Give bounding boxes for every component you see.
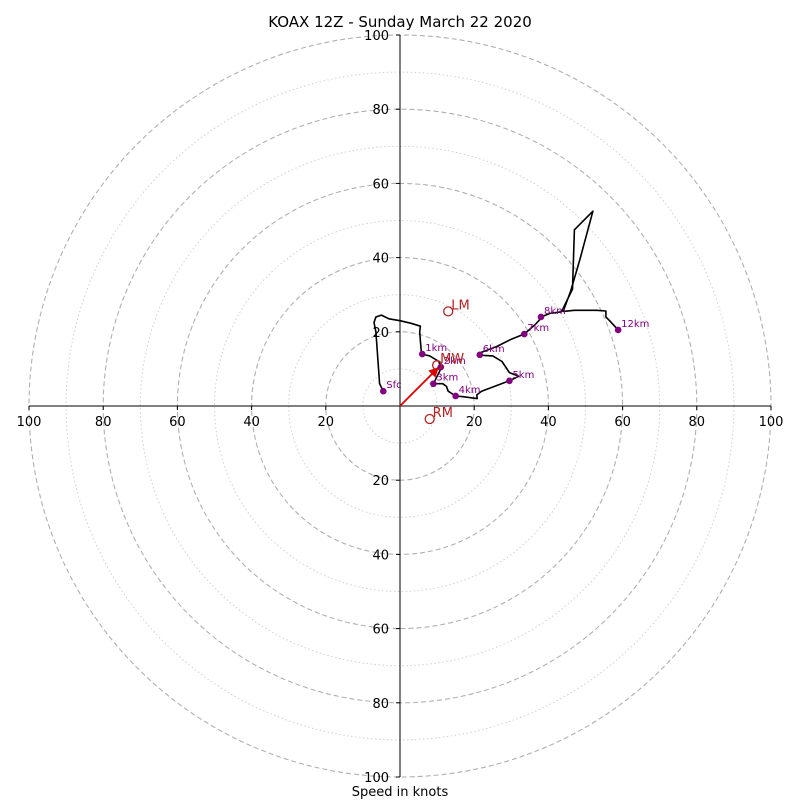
x-axis-label: Speed in knots	[352, 785, 449, 800]
y-tick-label: 60	[372, 177, 389, 192]
tick-labels: 100 80 60 40 20 20 40 60 80 100100806040202040608…	[17, 29, 784, 786]
height-label: 4km	[459, 385, 481, 396]
y-tick-label: 40	[372, 548, 389, 563]
motion-marker	[431, 360, 443, 371]
height-point	[537, 313, 545, 321]
y-tick-label: 100	[364, 29, 389, 44]
y-tick-label: 80	[372, 103, 389, 118]
chart-title: KOAX 12Z - Sunday March 22 2020	[268, 13, 532, 31]
y-tick-label: 20	[372, 474, 389, 489]
motion-label: MW	[440, 352, 464, 367]
x-tick-label: 100	[17, 415, 42, 430]
height-label: 6km	[483, 344, 505, 355]
height-label: 3km	[436, 373, 458, 384]
motion-label: RM	[433, 406, 453, 421]
x-tick-label: 80	[689, 415, 706, 430]
height-point	[418, 350, 426, 358]
height-point	[380, 387, 387, 395]
x-tick-label: 100	[759, 415, 784, 430]
x-tick-label: 40	[540, 415, 557, 430]
height-label: 12km	[621, 319, 649, 330]
height-point	[520, 330, 528, 338]
x-tick-label: 40	[243, 415, 260, 430]
x-tick-label: 60	[169, 415, 186, 430]
x-tick-label: 80	[95, 415, 112, 430]
height-label: 2km	[444, 356, 466, 367]
height-point	[614, 326, 622, 334]
height-label: 8km	[544, 306, 566, 317]
y-tick-label: 100	[364, 771, 389, 786]
height-point	[476, 351, 484, 359]
height-label: 5km	[512, 370, 534, 381]
x-tick-label: 20	[466, 415, 483, 430]
y-tick-label: 80	[372, 697, 389, 712]
height-point	[506, 377, 513, 385]
x-tick-label: 20	[318, 415, 335, 430]
motion-label: LM	[451, 298, 469, 313]
height-point	[452, 392, 459, 400]
height-label: 1km	[425, 343, 447, 354]
height-label: Sfc	[386, 380, 401, 391]
y-tick-label: 60	[372, 623, 389, 638]
height-label: 7km	[527, 323, 549, 334]
x-tick-label: 60	[614, 415, 631, 430]
motion-marker	[424, 413, 435, 425]
height-point	[430, 380, 437, 388]
motion-marker	[443, 306, 454, 317]
hodograph-trace	[373, 210, 619, 400]
y-tick-label: 40	[372, 252, 389, 267]
